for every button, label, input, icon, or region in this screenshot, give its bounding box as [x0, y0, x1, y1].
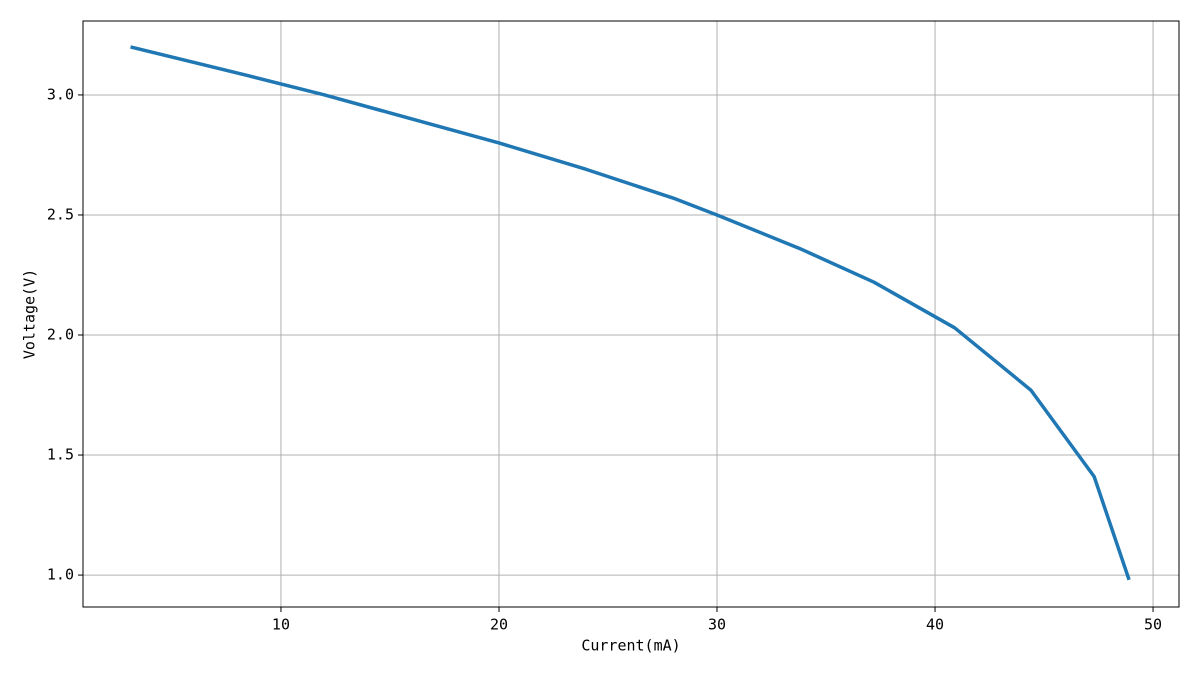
y-tick-label: 1.0	[47, 566, 74, 584]
x-tick-label: 30	[708, 616, 726, 634]
y-tick-label: 1.5	[47, 446, 74, 464]
x-axis-label: Current(mA)	[581, 637, 680, 655]
plot-frame	[82, 20, 1180, 608]
y-axis-label: Voltage(V)	[21, 269, 39, 359]
line-series	[130, 45, 1131, 581]
x-tick-label: 50	[1144, 616, 1162, 634]
x-tick-label: 10	[272, 616, 290, 634]
x-tick-label: 20	[490, 616, 508, 634]
x-tick-label: 40	[926, 616, 944, 634]
y-tick-label: 3.0	[47, 85, 74, 103]
y-tick-label: 2.0	[47, 326, 74, 344]
y-tick-label: 2.5	[47, 205, 74, 223]
